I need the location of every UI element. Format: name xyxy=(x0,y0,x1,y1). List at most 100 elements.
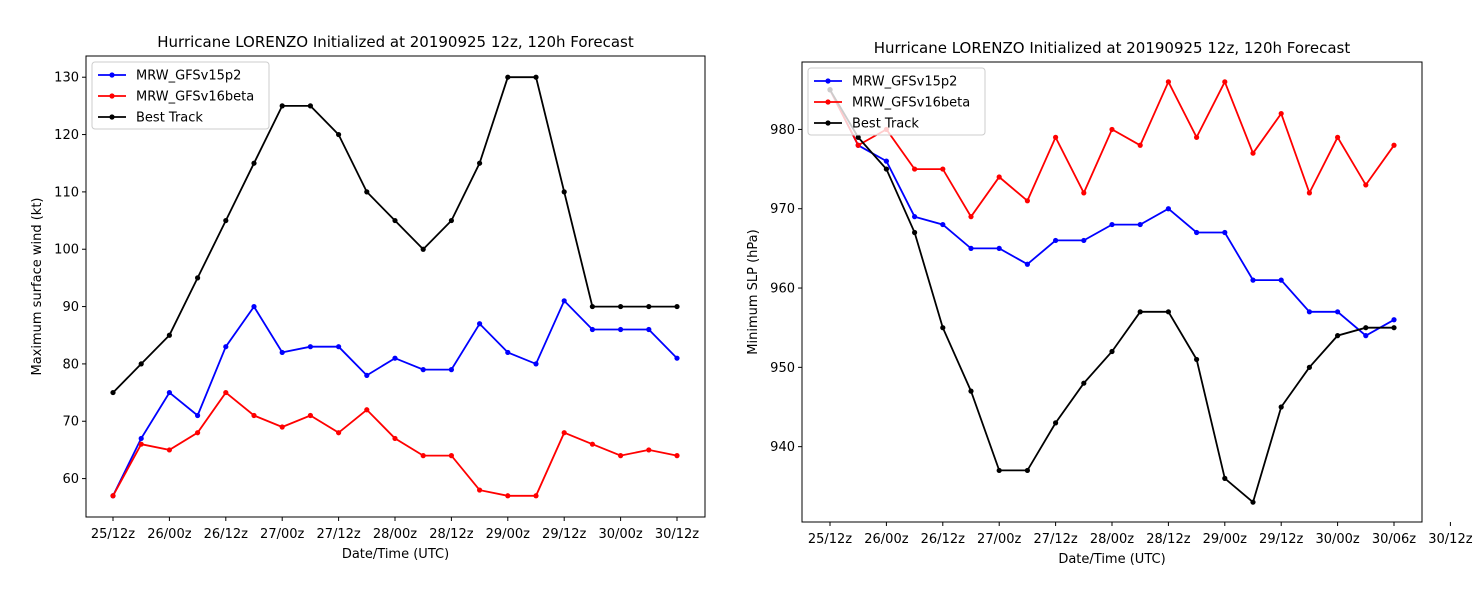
data-point xyxy=(1306,190,1312,196)
y-axis-label: Minimum SLP (hPa) xyxy=(746,229,761,354)
data-point xyxy=(674,303,680,310)
x-tick-label: 27/12z xyxy=(316,527,360,542)
data-point xyxy=(336,131,342,138)
y-tick-label: 940 xyxy=(770,440,795,455)
data-point xyxy=(561,189,567,195)
x-tick-label: 28/12z xyxy=(1146,532,1190,547)
data-point xyxy=(1278,277,1284,283)
data-point xyxy=(1194,356,1200,363)
data-point xyxy=(912,229,918,236)
data-point xyxy=(968,245,974,251)
data-point xyxy=(1165,309,1171,315)
data-point xyxy=(561,298,567,304)
data-point xyxy=(1278,110,1284,117)
data-point xyxy=(618,303,624,310)
data-point xyxy=(589,303,596,310)
data-point xyxy=(855,142,861,148)
data-point xyxy=(279,424,285,430)
y-tick-label: 950 xyxy=(770,361,795,376)
legend-entry: MRW_GFSv15p2 xyxy=(136,69,241,84)
data-point xyxy=(336,344,342,350)
data-point xyxy=(646,326,652,333)
x-tick-label: 29/00z xyxy=(1203,532,1247,547)
x-tick-label: 30/06z xyxy=(1372,532,1416,547)
legend-marker xyxy=(109,72,115,78)
x-tick-label: 29/12z xyxy=(1259,532,1303,547)
data-point xyxy=(883,158,890,164)
data-point xyxy=(1053,237,1059,244)
data-point xyxy=(138,435,144,442)
data-point xyxy=(674,355,680,361)
data-point xyxy=(1165,206,1171,212)
legend-entry: MRW_GFSv15p2 xyxy=(852,75,957,90)
data-point xyxy=(195,275,201,281)
data-point xyxy=(166,447,172,453)
x-tick-label: 26/00z xyxy=(147,527,191,542)
data-point xyxy=(138,441,144,447)
x-tick-label: 27/00z xyxy=(260,527,304,542)
data-point xyxy=(940,221,946,228)
data-point xyxy=(364,189,370,195)
data-point xyxy=(223,217,229,224)
data-point xyxy=(505,493,511,499)
data-point xyxy=(1165,79,1171,85)
data-point xyxy=(1081,380,1087,386)
data-point xyxy=(1222,475,1228,481)
data-point xyxy=(533,74,539,80)
data-point xyxy=(1024,467,1030,474)
data-point xyxy=(307,344,313,350)
data-point xyxy=(674,453,680,459)
x-tick-label: 30/00z xyxy=(598,527,642,542)
chart-title: Hurricane LORENZO Initialized at 2019092… xyxy=(874,39,1351,57)
data-point xyxy=(912,214,918,220)
data-point xyxy=(251,412,257,419)
legend-entry: MRW_GFSv16beta xyxy=(852,96,970,111)
legend-marker xyxy=(109,93,115,99)
data-point xyxy=(392,217,398,224)
legend-entry: MRW_GFSv16beta xyxy=(136,90,254,105)
data-point xyxy=(279,103,285,109)
data-point xyxy=(1335,134,1341,140)
data-point xyxy=(110,389,116,396)
y-tick-label: 960 xyxy=(770,282,795,297)
data-point xyxy=(138,361,144,367)
y-axis-label: Maximum surface wind (kt) xyxy=(30,197,45,375)
legend-marker xyxy=(825,99,831,105)
data-point xyxy=(195,430,201,436)
data-point xyxy=(1109,348,1115,355)
data-point xyxy=(1053,420,1059,426)
data-point xyxy=(1335,333,1341,339)
data-point xyxy=(336,430,342,436)
series-line-2 xyxy=(829,89,1394,504)
data-point xyxy=(448,367,454,373)
data-point xyxy=(477,321,483,327)
data-point xyxy=(392,355,398,361)
x-axis-label: Date/Time (UTC) xyxy=(342,547,449,562)
data-point xyxy=(996,467,1002,474)
legend-box xyxy=(91,61,270,130)
data-point xyxy=(618,326,624,333)
x-tick-label: 28/00z xyxy=(1090,532,1134,547)
data-point xyxy=(1024,261,1030,267)
y-tick-label: 130 xyxy=(54,71,79,86)
data-point xyxy=(589,441,596,447)
data-point xyxy=(1024,198,1030,204)
data-point xyxy=(364,407,370,413)
data-point xyxy=(1306,309,1312,315)
x-tick-label: 25/12z xyxy=(91,527,135,542)
x-tick-label: 28/00z xyxy=(373,527,417,542)
y-tick-label: 90 xyxy=(62,300,79,315)
data-point xyxy=(420,367,426,373)
data-point xyxy=(1137,221,1143,228)
y-tick-label: 100 xyxy=(54,243,79,258)
data-point xyxy=(505,349,511,356)
data-point xyxy=(1306,364,1312,370)
data-point xyxy=(166,332,172,338)
y-tick-label: 110 xyxy=(54,185,79,200)
data-point xyxy=(618,453,624,459)
data-point xyxy=(1391,325,1397,331)
x-tick-label: 28/12z xyxy=(429,527,473,542)
data-point xyxy=(251,303,257,310)
data-point xyxy=(996,174,1002,180)
